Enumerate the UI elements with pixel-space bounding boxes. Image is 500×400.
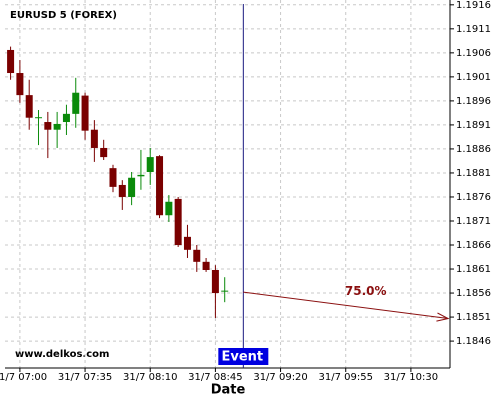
candle-body xyxy=(109,168,117,187)
y-tick-label: 1.1911 xyxy=(456,24,491,35)
y-tick-label: 1.1881 xyxy=(456,168,491,179)
candle-body xyxy=(35,117,43,119)
y-tick-label: 1.1876 xyxy=(456,192,491,203)
x-tick-label: 31/7 07:00 xyxy=(0,372,47,383)
candle-body xyxy=(202,261,210,270)
candle-body xyxy=(53,123,61,130)
x-tick-label: 31/7 10:30 xyxy=(384,372,438,383)
y-tick-label: 1.1871 xyxy=(456,216,491,227)
y-tick-label: 1.1916 xyxy=(456,0,491,11)
y-tick-label: 1.1861 xyxy=(456,264,491,275)
candle-body xyxy=(81,95,89,131)
candle-body xyxy=(72,92,80,114)
y-tick-label: 1.1896 xyxy=(456,96,491,107)
candle-body xyxy=(146,157,154,172)
forecast-arrow xyxy=(243,291,449,320)
x-axis-label: Date xyxy=(211,383,246,398)
candle-body xyxy=(100,147,108,158)
forecast-label: 75.0% xyxy=(345,284,387,298)
candle-body xyxy=(156,156,164,216)
candle-body xyxy=(118,184,126,197)
candle-body xyxy=(211,269,219,294)
candle-body xyxy=(165,201,173,216)
y-tick-label: 1.1851 xyxy=(456,312,491,323)
y-tick-label: 1.1866 xyxy=(456,240,491,251)
candle-body xyxy=(7,49,15,74)
x-tick-label: 31/7 09:55 xyxy=(319,372,373,383)
candle-body xyxy=(183,236,191,250)
y-tick-label: 1.1886 xyxy=(456,144,491,155)
x-tick-label: 31/7 08:10 xyxy=(123,372,177,383)
y-tick-label: 1.1901 xyxy=(456,72,491,83)
event-label: Event xyxy=(222,350,264,365)
y-tick-label: 1.1846 xyxy=(456,336,491,347)
candle-body xyxy=(193,249,201,262)
candle-body xyxy=(137,174,145,177)
candle-body xyxy=(62,113,70,123)
y-tick-label: 1.1906 xyxy=(456,48,491,59)
candle-body xyxy=(44,122,52,130)
x-tick-label: 31/7 07:35 xyxy=(58,372,112,383)
candle-body xyxy=(221,290,229,292)
arrow-head xyxy=(436,312,450,322)
x-tick-label: 31/7 09:20 xyxy=(253,372,307,383)
candle-body xyxy=(16,73,24,96)
candle-body xyxy=(128,177,136,197)
chart-title: EURUSD 5 (FOREX) xyxy=(10,10,117,21)
watermark: www.delkos.com xyxy=(15,349,109,360)
x-tick-label: 31/7 08:45 xyxy=(188,372,242,383)
y-tick-label: 1.1891 xyxy=(456,120,491,131)
y-tick-label: 1.1856 xyxy=(456,288,491,299)
candle-body xyxy=(25,95,33,118)
candle-body xyxy=(174,198,182,246)
event-label-box xyxy=(218,348,269,365)
candle-body xyxy=(90,129,98,148)
